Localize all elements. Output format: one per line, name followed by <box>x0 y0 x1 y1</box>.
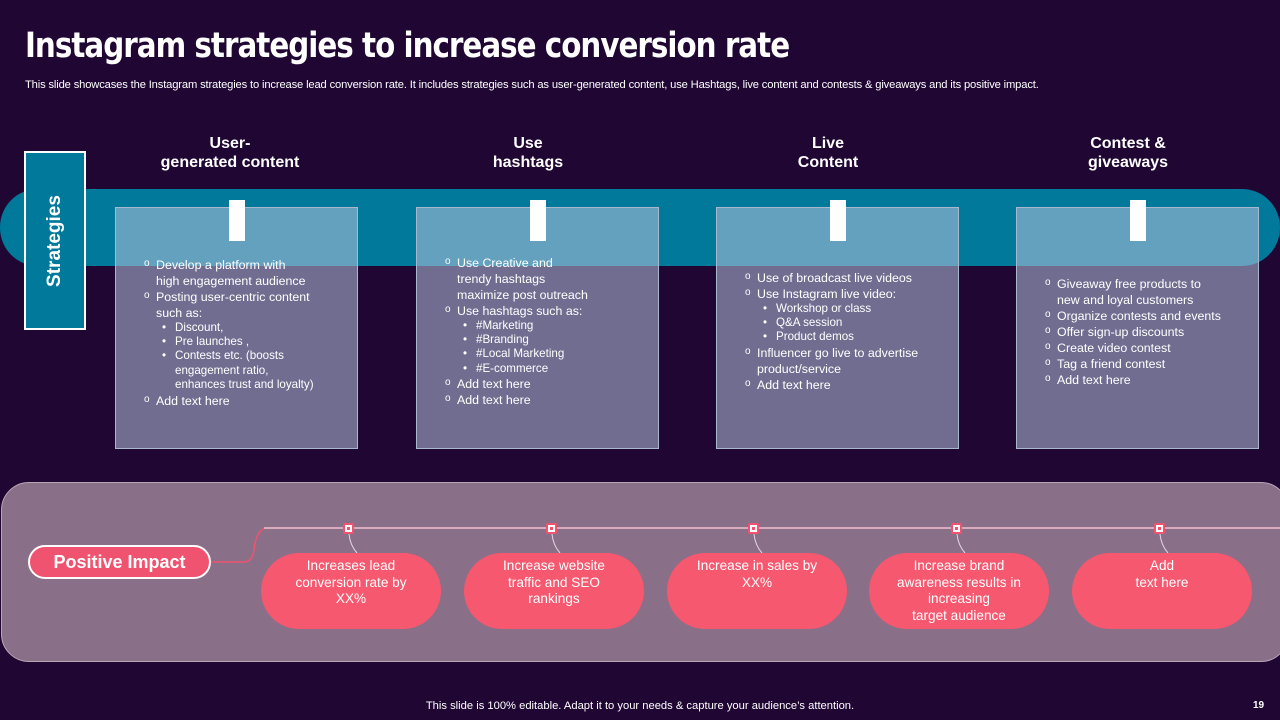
footer-note: This slide is 100% editable. Adapt it to… <box>425 700 855 712</box>
impact-node <box>546 523 557 534</box>
list-item: Use of broadcast live videos <box>739 269 948 286</box>
impact-node <box>951 523 962 534</box>
impact-item-lead-conversion: Increases lead conversion rate by XX% <box>261 553 441 629</box>
sub-list-item: #Branding <box>439 333 648 347</box>
column-title-line: User- <box>209 135 251 152</box>
column-title-line: generated content <box>160 154 300 171</box>
column-title-line: Live <box>811 135 844 152</box>
list-item: Add text here <box>439 375 648 392</box>
list-item: Organize contests and events <box>1039 307 1248 324</box>
list-item: Add text here <box>439 391 648 408</box>
list-item: Add text here <box>138 392 347 409</box>
positive-impact-panel <box>1 482 1280 662</box>
sub-list-item: Product demos <box>739 330 948 344</box>
list-item: Create video contest <box>1039 339 1248 356</box>
impact-node <box>1154 523 1165 534</box>
column-title-contests: Contest & giveaways <box>1008 134 1248 172</box>
column-title-line: giveaways <box>1087 154 1169 171</box>
card-tab <box>529 200 546 241</box>
impact-node <box>343 523 354 534</box>
card-tab <box>228 200 245 241</box>
sub-list-item: #Local Marketing <box>439 347 648 361</box>
positive-impact-label: Positive Impact <box>28 545 211 579</box>
sub-list-item: Discount, <box>138 321 347 335</box>
sub-list-item: Q&A session <box>739 316 948 330</box>
list-item: Use Instagram live video: <box>739 285 948 302</box>
list-item: Use hashtags such as: <box>439 302 648 319</box>
sub-list-item: Pre launches , <box>138 335 347 349</box>
column-title-hashtags: Use hashtags <box>408 134 648 172</box>
impact-item-add-text: Add text here <box>1072 553 1252 629</box>
card-tab <box>829 200 846 241</box>
impact-node <box>748 523 759 534</box>
strategy-card-live-content: Use of broadcast live videos Use Instagr… <box>716 200 959 449</box>
column-title-line: hashtags <box>492 154 564 171</box>
list-item: Influencer go live to advertiseproduct/s… <box>739 344 948 377</box>
impact-item-brand-awareness: Increase brand awareness results in increa… <box>869 553 1049 629</box>
list-item: Add text here <box>739 376 948 393</box>
sub-list-item: #Marketing <box>439 319 648 333</box>
slide-title: Instagram strategies to increase convers… <box>25 26 790 66</box>
sub-list-item: Workshop or class <box>739 302 948 316</box>
card-tab <box>1129 200 1146 241</box>
page-number: 19 <box>1253 700 1265 711</box>
column-title-line: Use <box>513 135 543 152</box>
column-title-live-content: Live Content <box>708 134 948 172</box>
column-title-line: Content <box>797 154 859 171</box>
impact-item-sales: Increase in sales by XX% <box>667 553 847 629</box>
strategies-box: Strategies <box>24 151 86 330</box>
list-item: Offer sign-up discounts <box>1039 323 1248 340</box>
sub-list-item: #E-commerce <box>439 362 648 376</box>
column-title-user-generated: User- generated content <box>110 134 350 172</box>
list-item: Tag a friend contest <box>1039 355 1248 372</box>
slide-subtitle: This slide showcases the Instagram strat… <box>25 79 1039 91</box>
impact-item-website-traffic: Increase website traffic and SEO rankings <box>464 553 644 629</box>
column-title-line: Contest & <box>1090 135 1166 152</box>
list-item: Add text here <box>1039 371 1248 388</box>
